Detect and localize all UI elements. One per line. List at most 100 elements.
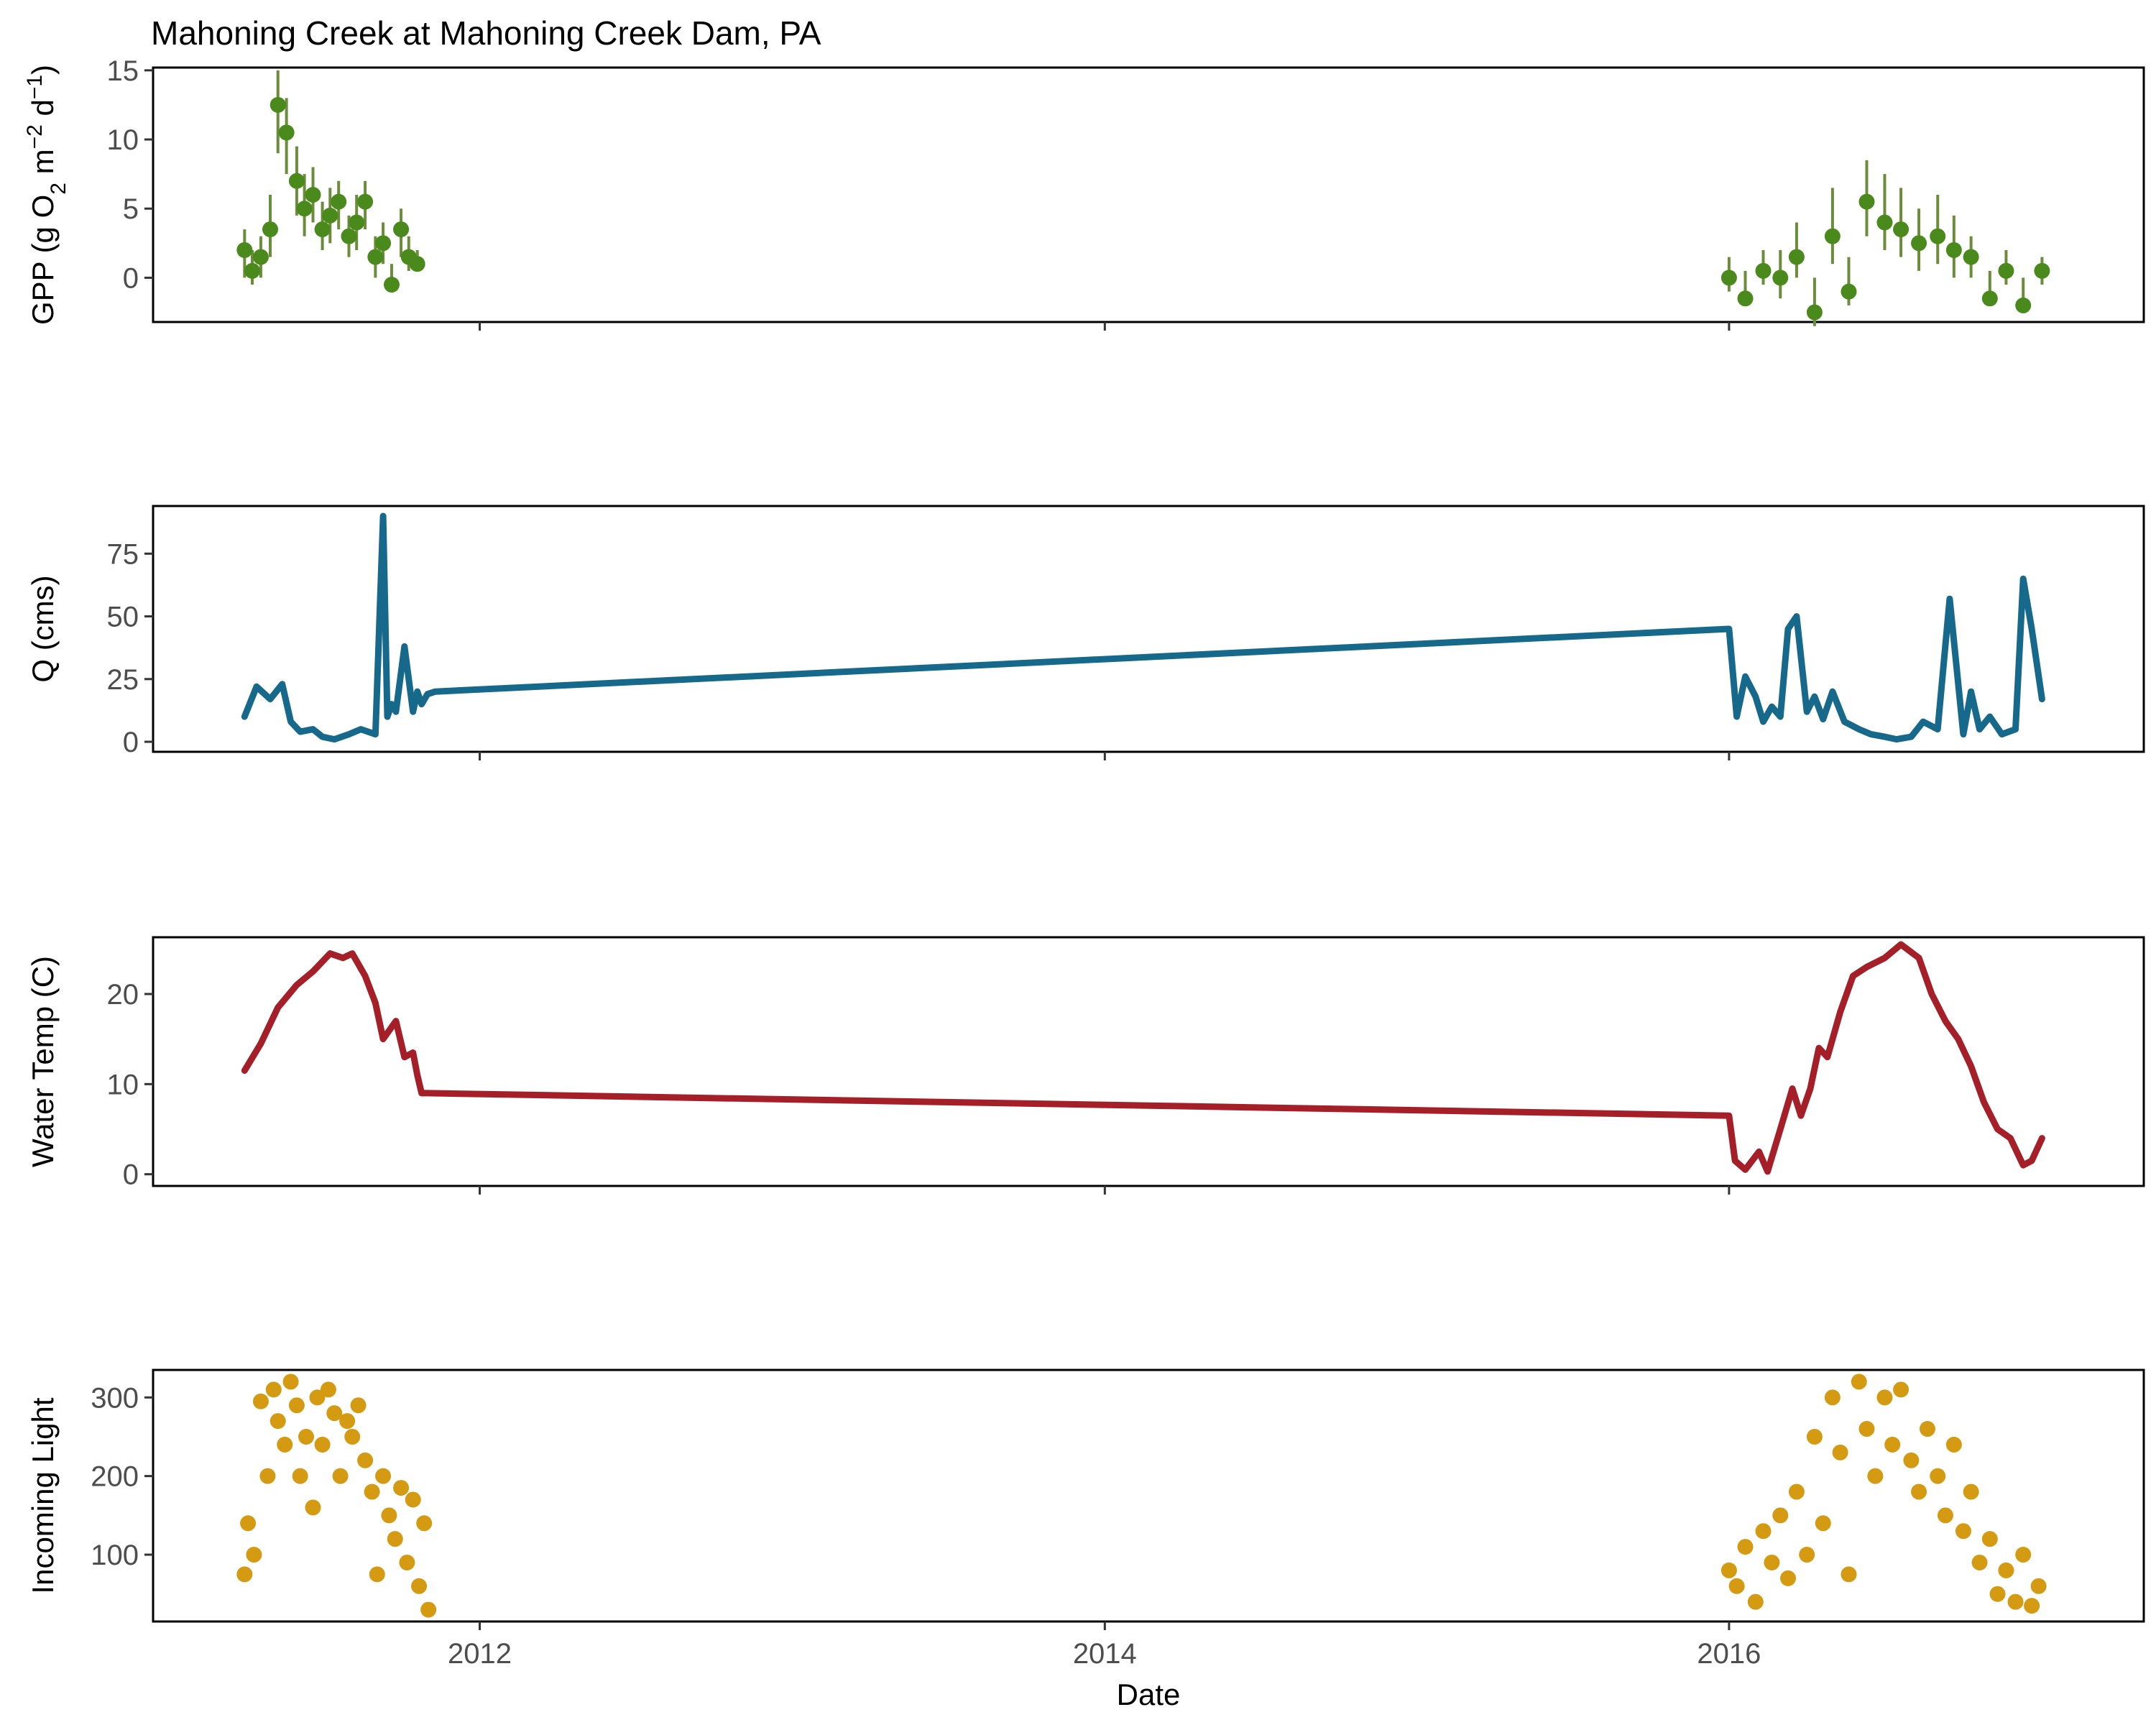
- discharge-y-tick-label: 0: [123, 727, 139, 758]
- incoming-light-point: [1824, 1389, 1841, 1406]
- water-temp-marks: [241, 941, 2045, 1175]
- incoming-light-point: [314, 1436, 331, 1453]
- incoming-light-y-axis-label: Incoming Light: [26, 1397, 60, 1593]
- incoming-light-point: [292, 1468, 308, 1484]
- incoming-light-point: [416, 1515, 433, 1532]
- incoming-light-point: [1755, 1523, 1772, 1540]
- discharge-y-tick-label: 25: [107, 664, 139, 696]
- incoming-light-point: [399, 1554, 415, 1570]
- incoming-light-point: [411, 1578, 428, 1594]
- incoming-light-point: [344, 1428, 361, 1445]
- incoming-light-point: [375, 1468, 392, 1484]
- gpp-point: [393, 221, 410, 238]
- water-temp-y-tick-label: 20: [107, 979, 139, 1011]
- incoming-light-point: [252, 1393, 269, 1409]
- incoming-light-point: [1963, 1484, 1979, 1500]
- incoming-light-point: [393, 1480, 410, 1496]
- incoming-light-point: [1764, 1554, 1780, 1570]
- incoming-light-point: [387, 1531, 403, 1547]
- gpp-point: [252, 249, 269, 265]
- incoming-light-marks: [236, 1374, 2047, 1618]
- incoming-light-point: [1930, 1468, 1946, 1484]
- gpp-point: [1772, 270, 1789, 286]
- incoming-light-point: [1884, 1436, 1901, 1453]
- incoming-light-point: [1867, 1468, 1884, 1484]
- gpp-ylabel-post: ): [26, 65, 60, 75]
- gpp-point: [1911, 235, 1927, 252]
- incoming-light-point: [357, 1452, 374, 1468]
- water-temp-y-tick-label: 10: [107, 1069, 139, 1100]
- incoming-light-y-tick-label: 300: [91, 1382, 139, 1414]
- gpp-point: [1737, 290, 1754, 307]
- discharge-series-line: [241, 512, 2045, 743]
- gpp-point: [341, 228, 357, 244]
- gpp-point: [1945, 242, 1962, 258]
- discharge-y-tick-label: 75: [107, 538, 139, 570]
- gpp-ylabel-o: O: [26, 195, 60, 218]
- gpp-y-axis-label: GPP (g O2 m−2 d−1): [23, 65, 70, 325]
- incoming-light-point: [2030, 1578, 2047, 1594]
- incoming-light-point: [339, 1413, 356, 1430]
- incoming-light-point: [1799, 1547, 1815, 1563]
- gpp-point: [357, 193, 374, 210]
- incoming-light-point: [298, 1428, 314, 1445]
- gpp-point: [1841, 283, 1857, 300]
- incoming-light-point: [1832, 1444, 1848, 1460]
- incoming-light-point: [1989, 1586, 2006, 1602]
- incoming-light-point: [1815, 1515, 1831, 1532]
- x-tick-label: 2016: [1697, 1638, 1761, 1670]
- gpp-point: [236, 242, 253, 258]
- incoming-light-point: [1971, 1554, 1988, 1570]
- incoming-light-point: [2015, 1547, 2032, 1563]
- incoming-light-point: [332, 1468, 349, 1484]
- discharge-panel-frame: [152, 505, 2145, 753]
- incoming-light-point: [369, 1566, 385, 1583]
- chart-title: Mahoning Creek at Mahoning Creek Dam, PA: [151, 14, 821, 52]
- gpp-point: [288, 172, 305, 189]
- incoming-light-point: [1841, 1566, 1857, 1583]
- incoming-light-point: [277, 1436, 293, 1453]
- incoming-light-point: [2024, 1598, 2040, 1614]
- water-temp-y-axis-label: Water Temp (C): [26, 956, 60, 1167]
- gpp-y-tick-label: 10: [107, 124, 139, 156]
- incoming-light-point: [1747, 1593, 1764, 1610]
- incoming-light-point: [1981, 1531, 1998, 1547]
- incoming-light-point: [326, 1405, 343, 1422]
- water-temp-y-tick-label: 0: [123, 1159, 139, 1191]
- gpp-point: [1963, 249, 1979, 265]
- gpp-point: [1893, 221, 1909, 238]
- gpp-point: [1720, 270, 1737, 286]
- incoming-light-point: [1806, 1428, 1823, 1445]
- incoming-light-point: [364, 1484, 380, 1500]
- gpp-point: [1876, 214, 1893, 231]
- gpp-point: [1998, 262, 2014, 279]
- gpp-ylabel-o-sub: 2: [47, 183, 70, 195]
- gpp-point: [296, 201, 313, 217]
- gpp-ylabel-d: d: [26, 99, 60, 124]
- incoming-light-panel-frame: [152, 1368, 2145, 1623]
- incoming-light-point: [1903, 1452, 1920, 1468]
- incoming-light-point: [405, 1491, 421, 1508]
- discharge-y-tick-label: 50: [107, 602, 139, 633]
- incoming-light-point: [1858, 1421, 1875, 1438]
- gpp-point: [375, 235, 392, 252]
- discharge-panel: Q (cms) 0 25 50 75: [26, 505, 2145, 760]
- gpp-point: [244, 262, 261, 279]
- water-temp-panel-frame: [152, 936, 2145, 1187]
- gpp-point: [349, 214, 365, 231]
- incoming-light-point: [1919, 1421, 1935, 1438]
- x-tick-label: 2014: [1073, 1638, 1137, 1670]
- incoming-light-point: [1728, 1578, 1745, 1594]
- incoming-light-point: [1780, 1570, 1797, 1586]
- incoming-light-point: [320, 1381, 336, 1398]
- incoming-light-point: [1998, 1562, 2014, 1578]
- incoming-light-point: [288, 1397, 305, 1414]
- incoming-light-point: [1720, 1562, 1737, 1578]
- discharge-marks: [241, 512, 2045, 743]
- gpp-point: [367, 249, 384, 265]
- incoming-light-point: [246, 1547, 262, 1563]
- gpp-point: [383, 277, 400, 293]
- incoming-light-y-tick-label: 200: [91, 1461, 139, 1493]
- incoming-light-point: [1851, 1374, 1867, 1390]
- incoming-light-point: [282, 1374, 299, 1390]
